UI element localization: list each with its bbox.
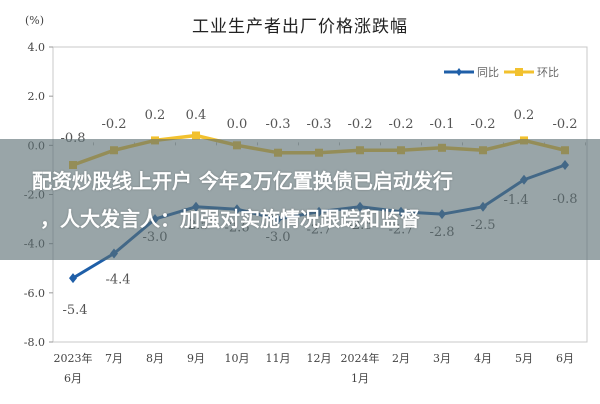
x-tick-label: 4月 <box>474 352 492 365</box>
data-label: 0.2 <box>514 108 535 123</box>
data-label: 0.0 <box>227 117 248 132</box>
legend-mom-marker <box>515 68 523 76</box>
data-label: 0.2 <box>145 108 166 123</box>
legend-mom-label: 环比 <box>537 66 559 79</box>
data-point-marker <box>192 131 200 140</box>
headline-line-2: ，人大发言人：加强对实施情况跟踪和监督 <box>40 207 420 231</box>
x-tick-label: 12月 <box>307 352 332 365</box>
x-tick-label: 10月 <box>225 352 250 365</box>
headline-text[interactable]: 配资炒股线上开户 今年2万亿置换债已启动发行 ，人大发言人：加强对实施情况跟踪和… <box>0 139 600 238</box>
y-tick-label: -8.0 <box>24 336 45 349</box>
legend-yoy-label: 同比 <box>477 66 499 79</box>
y-tick-label: 4.0 <box>28 41 46 54</box>
legend-yoy-marker <box>456 68 462 76</box>
y-tick-label: -6.0 <box>24 287 45 300</box>
x-tick-label: 3月 <box>433 352 451 365</box>
y-tick-label: 2.0 <box>28 90 46 103</box>
data-label: -5.4 <box>62 303 87 318</box>
data-label: -0.2 <box>347 117 372 132</box>
y-axis-unit: (%) <box>25 14 45 27</box>
x-tick-label: 6月 <box>64 372 82 385</box>
data-label: -4.4 <box>105 273 130 288</box>
data-label: -0.2 <box>388 117 413 132</box>
x-tick-label: 11月 <box>266 352 291 365</box>
x-tick-label: 2月 <box>392 352 410 365</box>
data-label: -0.3 <box>265 117 290 132</box>
data-label: -0.1 <box>429 117 454 132</box>
x-tick-label: 2024年 <box>341 351 380 365</box>
data-point-marker <box>69 273 77 284</box>
headline-overlay[interactable]: 配资炒股线上开户 今年2万亿置换债已启动发行 ，人大发言人：加强对实施情况跟踪和… <box>0 139 600 260</box>
chart-title: 工业生产者出厂价格涨跌幅 <box>192 17 408 37</box>
data-label: -0.3 <box>306 117 331 132</box>
data-label: -0.2 <box>470 117 495 132</box>
x-tick-label: 7月 <box>105 352 123 365</box>
x-tick-label: 9月 <box>187 352 205 365</box>
data-label: -0.2 <box>552 117 577 132</box>
x-tick-label: 6月 <box>556 352 574 365</box>
x-tick-label: 5月 <box>515 352 533 365</box>
data-label: -0.2 <box>101 117 126 132</box>
data-label: 0.4 <box>186 108 207 123</box>
x-tick-label: 2023年 <box>54 351 93 365</box>
x-tick-label: 1月 <box>351 372 369 385</box>
x-tick-label: 8月 <box>146 352 164 365</box>
headline-line-1: 配资炒股线上开户 今年2万亿置换债已启动发行 <box>32 169 453 193</box>
